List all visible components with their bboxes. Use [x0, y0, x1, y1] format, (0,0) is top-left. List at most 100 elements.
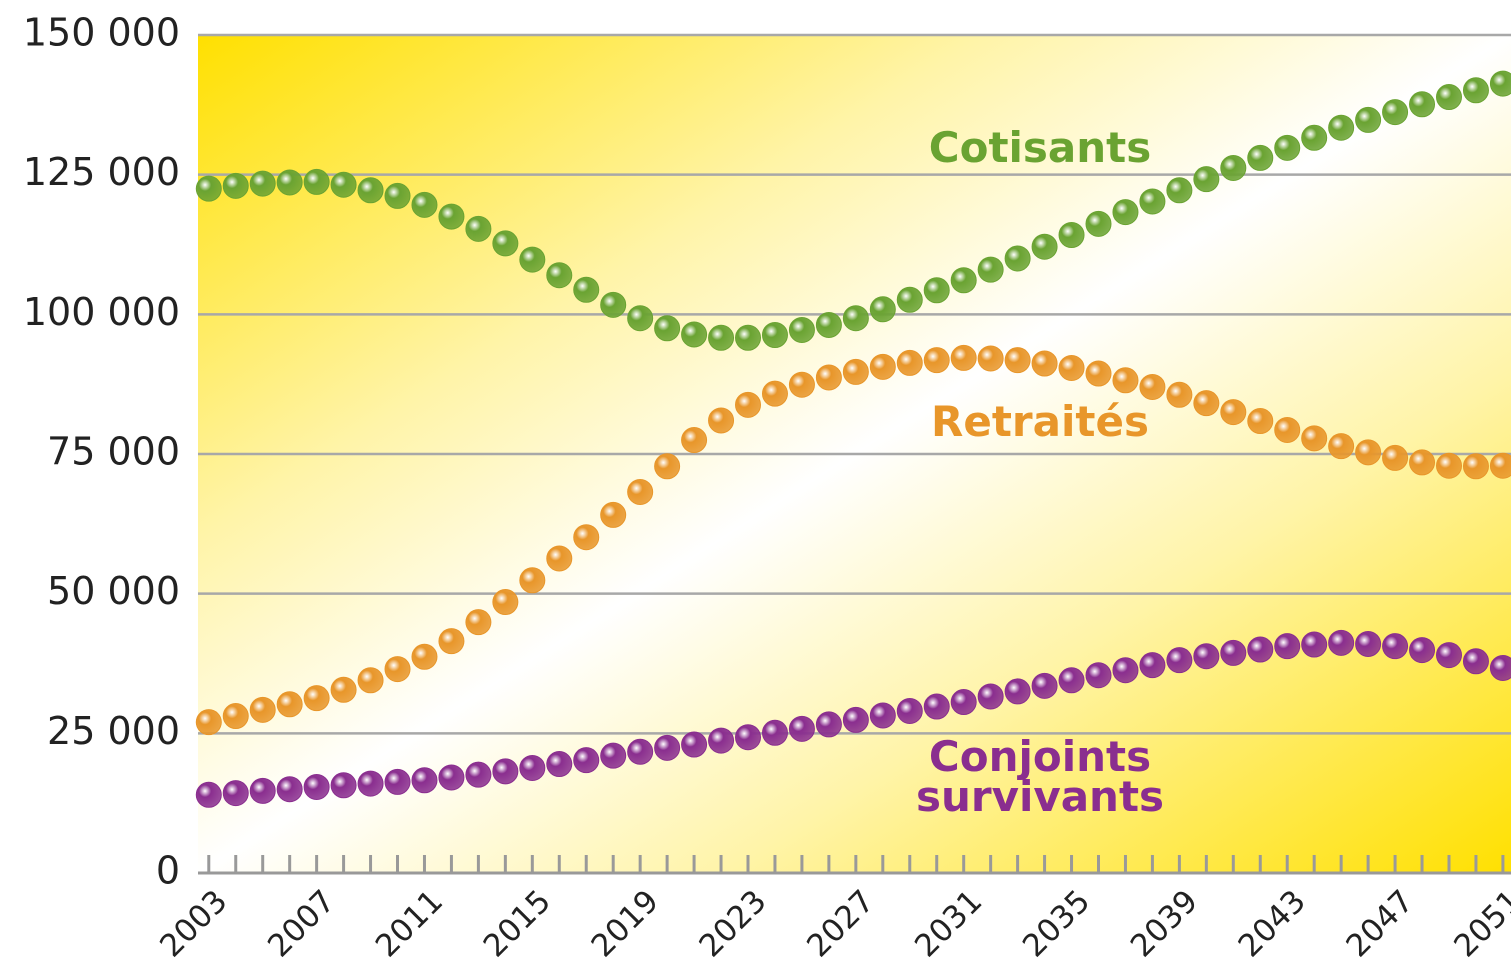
bead [573, 276, 600, 303]
bead [573, 747, 600, 774]
bead [1166, 647, 1193, 674]
bead [923, 693, 950, 720]
bead [222, 780, 249, 807]
bead [1247, 408, 1274, 435]
bead [1220, 154, 1247, 181]
bead [1409, 637, 1436, 664]
bead [815, 311, 842, 338]
bead [923, 277, 950, 304]
bead [249, 696, 276, 723]
bead [869, 353, 896, 380]
bead [303, 168, 330, 195]
bead [1355, 106, 1382, 133]
bead [869, 702, 896, 729]
bead [1220, 399, 1247, 426]
bead [1409, 449, 1436, 476]
bead [896, 349, 923, 376]
bead [411, 191, 438, 218]
x-tick-label: 2051 [1447, 883, 1511, 964]
bead [357, 667, 384, 694]
bead [654, 734, 681, 761]
bead [303, 685, 330, 712]
bead [465, 609, 492, 636]
bead [681, 427, 708, 454]
bead [788, 316, 815, 343]
bead [1058, 354, 1085, 381]
bead [492, 589, 519, 616]
bead [519, 754, 546, 781]
bead [708, 407, 735, 434]
bead [1139, 373, 1166, 400]
bead [1193, 166, 1220, 193]
y-tick-label: 75 000 [47, 430, 180, 474]
bead [1462, 77, 1489, 104]
y-tick-label: 25 000 [47, 709, 180, 753]
bead [492, 758, 519, 785]
bead [708, 324, 735, 351]
bead [1328, 629, 1355, 656]
bead [546, 545, 573, 572]
y-tick-label: 100 000 [23, 290, 180, 334]
bead [1274, 134, 1301, 161]
bead [977, 345, 1004, 372]
bead [276, 169, 303, 196]
bead [330, 171, 357, 198]
bead [1382, 633, 1409, 660]
bead [1139, 652, 1166, 679]
bead [1085, 662, 1112, 689]
bead [1058, 667, 1085, 694]
bead [1301, 124, 1328, 151]
bead [1382, 99, 1409, 126]
bead [1058, 222, 1085, 249]
bead [357, 770, 384, 797]
bead [735, 324, 762, 351]
bead [195, 175, 222, 202]
bead [1435, 84, 1462, 111]
bead [1166, 177, 1193, 204]
bead [1355, 439, 1382, 466]
bead [681, 731, 708, 758]
bead [492, 230, 519, 257]
x-tick-label: 2027 [800, 883, 881, 964]
y-tick-label: 0 [156, 849, 180, 893]
bead [1489, 70, 1511, 97]
bead [195, 709, 222, 736]
bead [1489, 452, 1511, 479]
bead [788, 715, 815, 742]
bead [1435, 452, 1462, 479]
bead [1031, 350, 1058, 377]
bead [195, 781, 222, 808]
bead [330, 676, 357, 703]
y-tick-label: 150 000 [23, 11, 180, 55]
bead [411, 767, 438, 794]
bead [1112, 657, 1139, 684]
x-tick-label: 2019 [585, 883, 666, 964]
bead [815, 364, 842, 391]
bead [546, 751, 573, 778]
bead [1274, 633, 1301, 660]
bead [735, 724, 762, 751]
bead [950, 689, 977, 716]
bead [222, 172, 249, 199]
bead [600, 291, 627, 318]
x-tick-label: 2031 [908, 883, 989, 964]
series-label: Retraités [931, 397, 1149, 446]
x-tick-label: 2015 [477, 883, 558, 964]
bead [600, 742, 627, 769]
bead [1489, 654, 1511, 681]
x-tick-label: 2007 [261, 883, 342, 964]
bead [546, 262, 573, 289]
bead [1004, 678, 1031, 705]
bead [923, 347, 950, 374]
bead [384, 768, 411, 795]
bead [761, 322, 788, 349]
bead [1409, 91, 1436, 118]
bead [357, 177, 384, 204]
bead [519, 567, 546, 594]
bead [1247, 636, 1274, 663]
x-tick-label: 2043 [1232, 883, 1313, 964]
bead [1355, 630, 1382, 657]
bead [654, 315, 681, 342]
bead [627, 738, 654, 765]
bead [330, 772, 357, 799]
